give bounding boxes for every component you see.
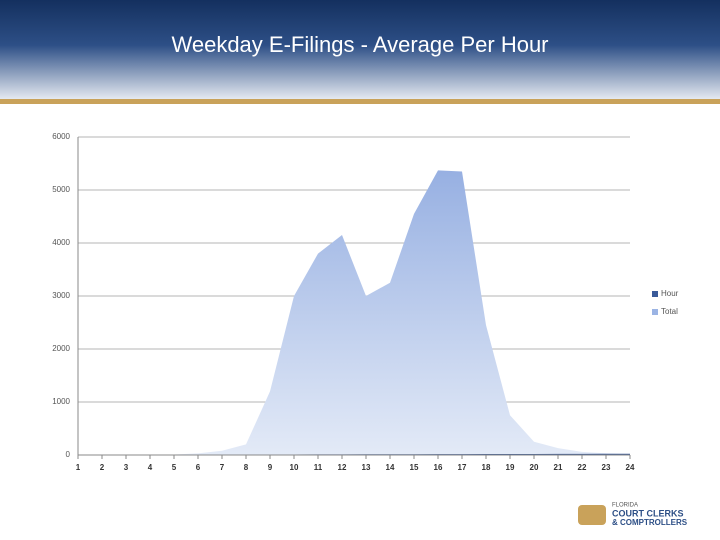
x-tick-label: 24: [626, 463, 635, 472]
x-tick-label: 19: [506, 463, 515, 472]
legend-label: Hour: [661, 289, 679, 298]
x-tick-label: 15: [410, 463, 419, 472]
y-tick-label: 1000: [52, 397, 70, 406]
legend-swatch: [652, 291, 658, 297]
x-tick-label: 1: [76, 463, 81, 472]
y-tick-label: 0: [66, 450, 71, 459]
logo: FLORIDA COURT CLERKS & COMPTROLLERS: [578, 503, 688, 527]
y-tick-label: 3000: [52, 291, 70, 300]
x-tick-label: 11: [314, 463, 323, 472]
x-tick-label: 9: [268, 463, 273, 472]
logo-text: & COMPTROLLERS: [612, 518, 688, 527]
y-tick-label: 5000: [52, 185, 70, 194]
x-tick-label: 8: [244, 463, 249, 472]
area: [78, 170, 630, 455]
legend-label: Total: [661, 307, 678, 316]
logo-text: FLORIDA: [612, 503, 638, 509]
slide-title: Weekday E-Filings - Average Per Hour: [171, 32, 548, 57]
x-tick-label: 6: [196, 463, 201, 472]
x-tick-label: 3: [124, 463, 129, 472]
x-tick-label: 14: [386, 463, 395, 472]
x-tick-label: 16: [434, 463, 443, 472]
x-tick-label: 10: [290, 463, 299, 472]
y-tick-label: 2000: [52, 344, 70, 353]
x-tick-label: 2: [100, 463, 105, 472]
legend-swatch: [652, 309, 658, 315]
x-tick-label: 7: [220, 463, 225, 472]
x-tick-label: 12: [338, 463, 347, 472]
x-tick-label: 4: [148, 463, 153, 472]
y-tick-label: 4000: [52, 238, 70, 247]
x-tick-label: 18: [482, 463, 491, 472]
x-tick-label: 17: [458, 463, 467, 472]
y-tick-label: 6000: [52, 132, 70, 141]
x-tick-label: 22: [578, 463, 587, 472]
logo-icon: [578, 505, 606, 525]
header-band: [0, 0, 720, 100]
x-tick-label: 21: [554, 463, 563, 472]
x-tick-label: 20: [530, 463, 539, 472]
header-rule: [0, 99, 720, 104]
x-tick-label: 5: [172, 463, 177, 472]
x-tick-label: 13: [362, 463, 371, 472]
x-tick-label: 23: [602, 463, 611, 472]
logo-text: COURT CLERKS: [612, 508, 684, 518]
